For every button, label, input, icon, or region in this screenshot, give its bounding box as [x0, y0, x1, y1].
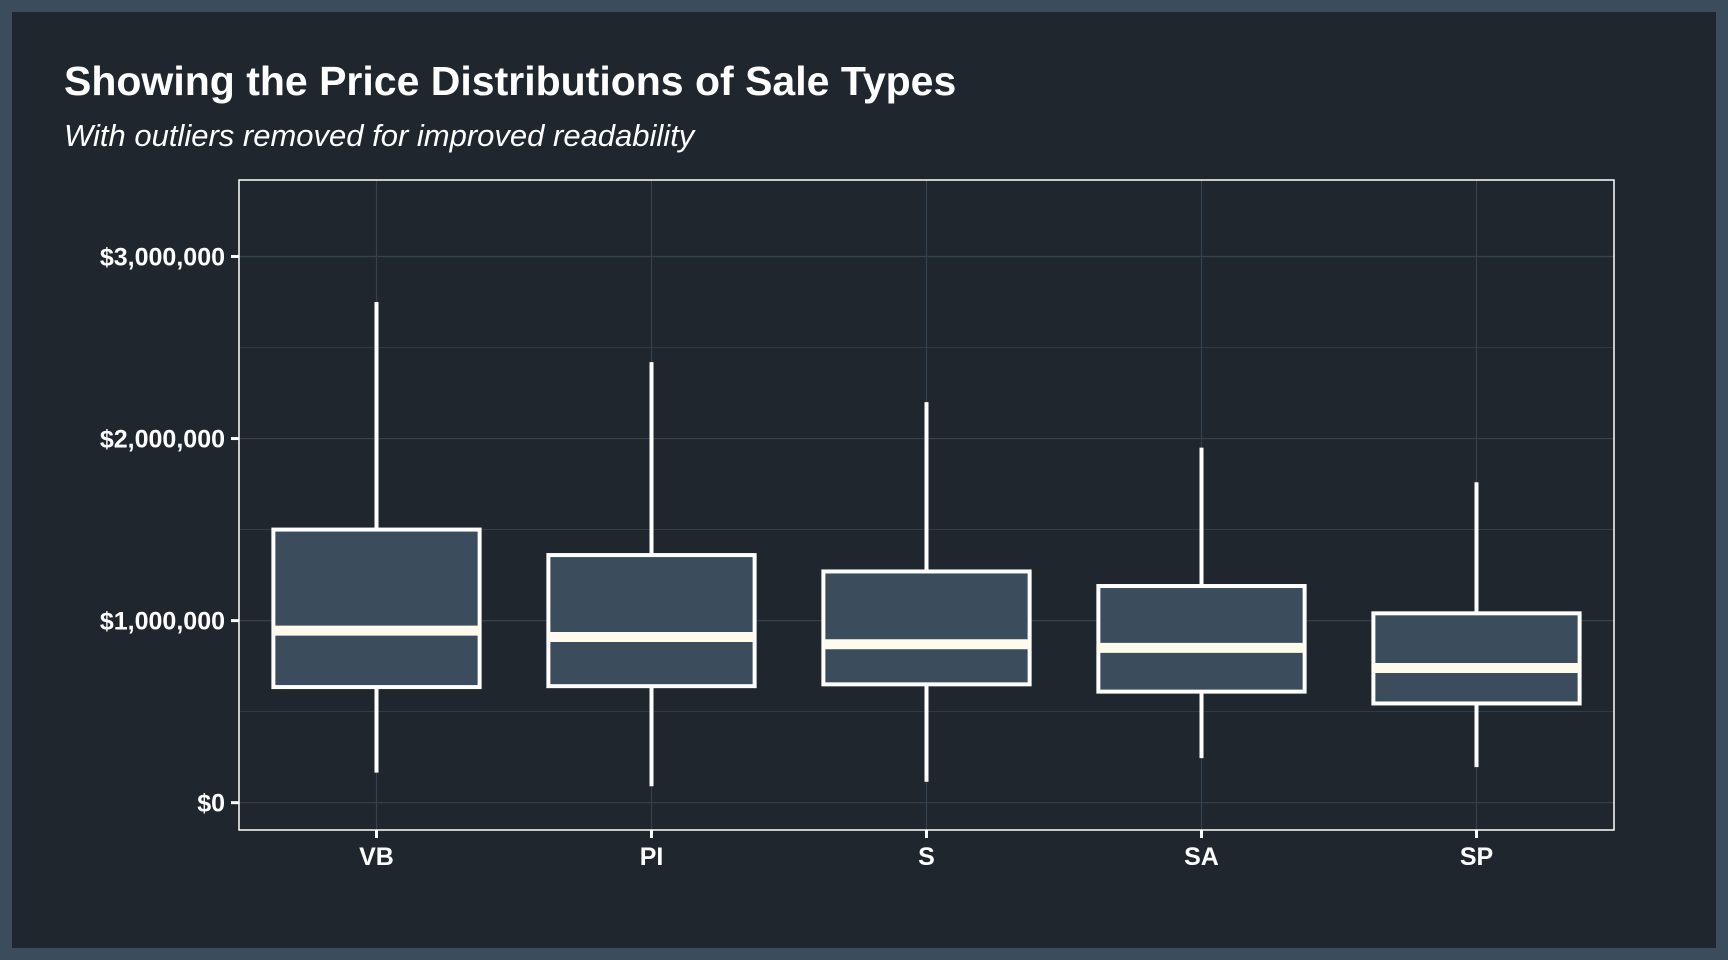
- box-series: [271, 301, 1582, 787]
- chart-background: [12, 12, 1716, 948]
- box-s: [821, 402, 1032, 782]
- box-sp: [1371, 482, 1582, 768]
- chart-subtitle: With outliers removed for improved reada…: [64, 118, 695, 153]
- box-sa: [1096, 447, 1307, 759]
- y-axis: $0 $1,000,000 $2,000,000 $3,000,000: [100, 243, 239, 818]
- box-iqr: [546, 553, 757, 689]
- y-tick-label: $0: [197, 790, 225, 818]
- x-tick-label: SP: [1460, 843, 1493, 871]
- x-axis: VB PI S SA SP: [359, 830, 1493, 871]
- y-tick-label: $3,000,000: [100, 243, 225, 271]
- x-tick-label: VB: [359, 843, 394, 871]
- box-iqr: [1371, 611, 1582, 706]
- box-pi: [546, 362, 757, 787]
- y-tick-label: $2,000,000: [100, 426, 225, 454]
- box-iqr: [821, 569, 1032, 687]
- box-iqr: [271, 527, 482, 690]
- x-tick-label: S: [918, 843, 935, 871]
- box-iqr: [1096, 584, 1307, 694]
- y-tick-label: $1,000,000: [100, 608, 225, 636]
- x-tick-label: SA: [1184, 843, 1219, 871]
- chart-title: Showing the Price Distributions of Sale …: [64, 58, 957, 104]
- x-tick-label: PI: [640, 843, 664, 871]
- box-vb: [271, 301, 482, 773]
